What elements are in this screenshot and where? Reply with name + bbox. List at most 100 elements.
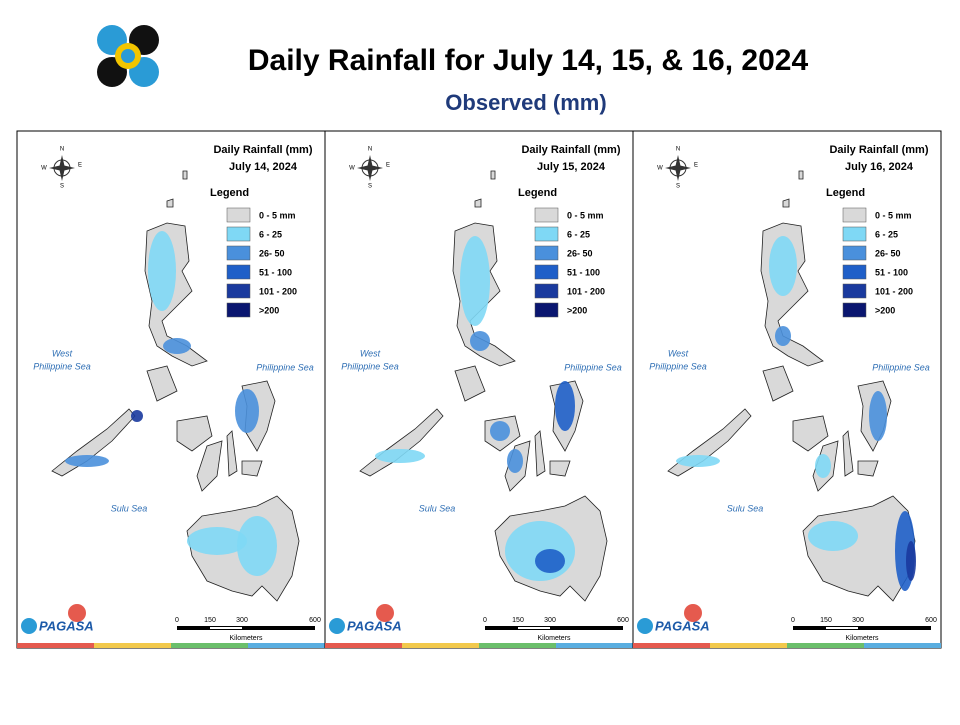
sea-label: West: [360, 348, 381, 358]
sea-label: Sulu Sea: [111, 503, 148, 513]
legend-label: >200: [259, 305, 279, 315]
color-strip: [556, 643, 633, 648]
sea-label: Philippine Sea: [256, 362, 314, 372]
legend-label: 26- 50: [567, 248, 593, 258]
logo-umbrella: [68, 604, 86, 622]
compass-w: W: [349, 166, 355, 172]
legend-label: 101 - 200: [875, 286, 913, 296]
rain-area: [131, 410, 143, 422]
compass-n: N: [60, 147, 64, 153]
rain-area: [163, 338, 191, 354]
slide-subtitle: Observed (mm): [445, 90, 606, 115]
color-strip: [17, 643, 94, 648]
legend-label: 6 - 25: [567, 229, 590, 239]
scale-label: 0: [483, 617, 487, 624]
compass-s: S: [60, 184, 64, 190]
sea-label: Philippine Sea: [33, 361, 91, 371]
legend-swatch: [226, 264, 251, 280]
color-strip: [787, 643, 864, 648]
color-strip: [325, 643, 402, 648]
rain-area: [237, 516, 277, 576]
island: [798, 170, 804, 180]
map-date: July 16, 2024: [845, 161, 914, 173]
island: [549, 460, 571, 477]
scale-label: 0: [175, 617, 179, 624]
compass-e: E: [694, 163, 698, 169]
legend-label: 51 - 100: [567, 267, 600, 277]
legend-label: 51 - 100: [259, 267, 292, 277]
sea-label: West: [52, 348, 73, 358]
scale-label: 150: [820, 617, 832, 624]
scale-bar: [485, 626, 623, 630]
color-strip: [248, 643, 325, 648]
rain-area: [815, 454, 831, 478]
island: [166, 198, 174, 208]
sea-label: Sulu Sea: [727, 503, 764, 513]
scale-label: 600: [925, 617, 937, 624]
island: [454, 365, 486, 402]
sea-label: Philippine Sea: [872, 362, 930, 372]
legend-label: >200: [567, 305, 587, 315]
rain-area: [470, 331, 490, 351]
legend-label: 26- 50: [259, 248, 285, 258]
island: [782, 198, 790, 208]
legend-swatch: [534, 302, 559, 318]
island: [226, 430, 238, 477]
scale-bar-white: [210, 627, 242, 629]
logo-mark: [329, 618, 345, 634]
rain-area: [460, 236, 490, 326]
sea-label: West: [668, 348, 689, 358]
scale-label: 150: [204, 617, 216, 624]
rain-area: [775, 326, 791, 346]
legend-swatch: [842, 207, 867, 223]
color-strip: [171, 643, 248, 648]
rain-area: [187, 527, 247, 555]
map-heading: Daily Rainfall (mm): [213, 144, 312, 156]
compass-star: [357, 155, 383, 181]
scale-unit: Kilometers: [845, 635, 879, 642]
island: [196, 440, 223, 492]
color-strip: [710, 643, 787, 648]
color-strip: [864, 643, 941, 648]
color-strip: [633, 643, 710, 648]
legend-swatch: [226, 226, 251, 242]
dost-logo: [96, 24, 160, 88]
legend-swatch: [226, 283, 251, 299]
slide-title: Daily Rainfall for July 14, 15, & 16, 20…: [248, 44, 809, 77]
sea-label: Philippine Sea: [564, 362, 622, 372]
legend-swatch: [226, 302, 251, 318]
scale-unit: Kilometers: [537, 635, 571, 642]
island: [857, 460, 879, 477]
scale-bar: [793, 626, 931, 630]
logo-mark: [21, 618, 37, 634]
island: [534, 430, 546, 477]
compass-e: E: [78, 163, 82, 169]
scale-label: 600: [617, 617, 629, 624]
scale-label: 0: [791, 617, 795, 624]
rain-area: [535, 549, 565, 573]
logo-umbrella: [376, 604, 394, 622]
rain-area: [148, 231, 176, 311]
scale-label: 300: [236, 617, 248, 624]
map-panel: Daily Rainfall (mm) July 15, 2024 Legend 0 …: [324, 130, 634, 649]
rain-area: [555, 381, 575, 431]
rain-area: [375, 449, 425, 463]
logo-umbrella: [684, 604, 702, 622]
color-strip: [402, 643, 479, 648]
island: [146, 365, 178, 402]
compass-star: [49, 155, 75, 181]
legend-swatch: [226, 245, 251, 261]
scale-bar: [177, 626, 315, 630]
panels: Daily Rainfall (mm) July 14, 2024 Legend 0 …: [16, 130, 942, 649]
island: [842, 430, 854, 477]
legend-swatch: [842, 283, 867, 299]
color-strip: [94, 643, 171, 648]
compass-s: S: [676, 184, 680, 190]
legend-label: 26- 50: [875, 248, 901, 258]
legend-swatch: [842, 302, 867, 318]
map-date: July 14, 2024: [229, 161, 298, 173]
legend-title: Legend: [210, 187, 249, 199]
rain-area: [676, 455, 720, 467]
legend-swatch: [534, 245, 559, 261]
legend-swatch: [534, 207, 559, 223]
